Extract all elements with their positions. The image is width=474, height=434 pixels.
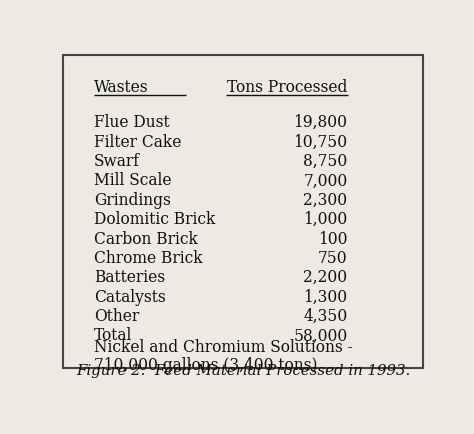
Text: Dolomitic Brick: Dolomitic Brick [94,211,216,228]
FancyBboxPatch shape [63,56,423,368]
Text: 2,300: 2,300 [303,192,347,209]
Text: 7,000: 7,000 [303,172,347,189]
Text: Figure 2.  Feed Material Processed in 1993.: Figure 2. Feed Material Processed in 199… [76,364,410,378]
Text: Catalysts: Catalysts [94,289,166,306]
Text: 2,200: 2,200 [303,269,347,286]
Text: Nickel and Chromium Solutions -: Nickel and Chromium Solutions - [94,339,353,356]
Text: 1,000: 1,000 [303,211,347,228]
Text: 10,750: 10,750 [293,134,347,151]
Text: Tons Processed: Tons Processed [227,79,347,96]
Text: Swarf: Swarf [94,153,140,170]
Text: Filter Cake: Filter Cake [94,134,182,151]
Text: 19,800: 19,800 [293,114,347,131]
Text: Total: Total [94,327,133,345]
Text: Flue Dust: Flue Dust [94,114,170,131]
Text: Batteries: Batteries [94,269,165,286]
Text: Carbon Brick: Carbon Brick [94,230,198,247]
Text: Wastes: Wastes [94,79,149,96]
Text: Grindings: Grindings [94,192,171,209]
Text: 1,300: 1,300 [303,289,347,306]
Text: 58,000: 58,000 [293,327,347,345]
Text: Other: Other [94,308,139,325]
Text: 8,750: 8,750 [303,153,347,170]
Text: 710,000 gallons (3,400 tons): 710,000 gallons (3,400 tons) [94,357,318,374]
Text: Chrome Brick: Chrome Brick [94,250,203,267]
Text: 750: 750 [318,250,347,267]
Text: 4,350: 4,350 [303,308,347,325]
Text: Mill Scale: Mill Scale [94,172,172,189]
Text: 100: 100 [318,230,347,247]
